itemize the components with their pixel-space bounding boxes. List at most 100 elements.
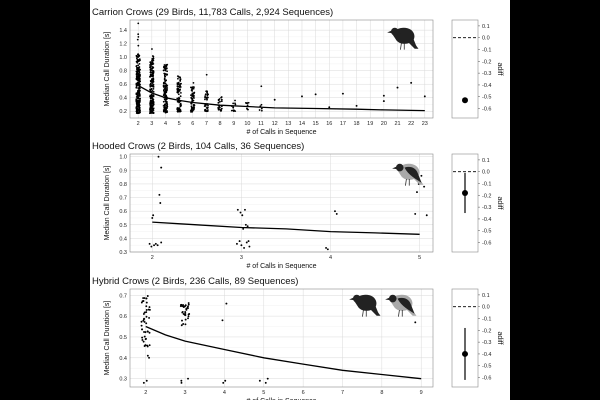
data-point	[135, 82, 138, 85]
data-point	[163, 82, 166, 85]
data-point	[193, 92, 195, 95]
data-point	[184, 305, 187, 307]
x-tick-label: 22	[408, 121, 414, 127]
data-point	[176, 107, 179, 110]
data-point	[137, 79, 140, 82]
y-tick-label: 0.5	[119, 335, 127, 341]
data-point	[164, 109, 167, 112]
data-point	[241, 214, 244, 217]
data-point	[146, 330, 149, 333]
data-point	[204, 98, 206, 101]
data-point	[141, 336, 144, 339]
data-point	[204, 95, 207, 97]
data-point	[151, 90, 154, 92]
data-point	[151, 66, 154, 69]
data-point	[138, 77, 141, 80]
adiff-tick-label: 0.1	[482, 24, 490, 30]
data-point	[260, 103, 263, 106]
adiff-tick-label: -0.2	[482, 193, 491, 199]
data-point	[157, 155, 160, 158]
data-point	[382, 100, 385, 103]
data-point	[220, 98, 223, 101]
carrion-crow-icon	[387, 27, 419, 50]
data-point	[206, 90, 208, 92]
data-point	[177, 83, 180, 86]
data-point	[138, 74, 141, 76]
data-point	[264, 381, 267, 384]
adiff-axis-label: adiff	[496, 62, 503, 75]
data-point	[179, 80, 182, 82]
data-point	[326, 248, 329, 251]
crow-wing	[399, 30, 417, 47]
data-point	[137, 33, 140, 36]
data-point	[180, 303, 183, 306]
data-point	[135, 110, 138, 113]
adiff-tick-label: 0.1	[482, 158, 490, 164]
x-tick-label: 5	[262, 390, 265, 396]
data-point	[416, 191, 418, 194]
data-point	[152, 79, 155, 82]
data-point	[178, 89, 181, 92]
data-point	[152, 71, 154, 73]
data-point	[191, 100, 194, 103]
adiff-tick-label: 0.1	[482, 293, 490, 299]
adiff-tick-label: 0.0	[482, 36, 490, 42]
data-point	[144, 338, 147, 341]
data-point	[151, 59, 153, 62]
data-point	[232, 109, 235, 112]
data-point	[151, 58, 154, 60]
adiff-frame	[451, 288, 479, 388]
data-point	[145, 309, 148, 311]
data-point	[138, 87, 141, 90]
data-point	[138, 110, 141, 113]
data-point	[189, 109, 192, 112]
data-point	[152, 214, 155, 217]
data-point	[137, 22, 140, 25]
data-point	[325, 246, 328, 249]
data-point	[238, 240, 241, 243]
data-point	[141, 328, 144, 331]
fit-curve	[145, 325, 422, 380]
y-tick-label: 0.7	[119, 196, 127, 202]
crow-legs	[400, 42, 405, 50]
x-tick-label: 9	[420, 390, 423, 396]
adiff-tick-label: -0.6	[482, 107, 491, 113]
x-tick-label: 15	[313, 121, 319, 127]
data-point	[148, 308, 151, 311]
data-point	[245, 241, 248, 244]
data-point	[159, 202, 162, 204]
y-tick-label: 0.7	[119, 293, 127, 299]
data-point	[410, 81, 413, 84]
data-point	[164, 69, 167, 72]
data-point	[165, 101, 168, 104]
adiff-axis-label: adiff	[496, 331, 503, 344]
y-tick-label: 0.9	[119, 168, 127, 174]
data-point	[176, 83, 179, 86]
data-point	[203, 105, 206, 108]
data-point	[146, 354, 149, 357]
data-point	[187, 302, 190, 304]
data-point	[156, 244, 159, 247]
data-point	[176, 91, 179, 94]
crow-legs	[398, 309, 403, 317]
data-point	[382, 94, 385, 97]
data-point	[165, 85, 168, 88]
data-point	[163, 92, 166, 95]
data-point	[177, 93, 180, 96]
x-tick-label: 19	[367, 121, 373, 127]
data-point	[135, 86, 138, 89]
x-tick-label: 18	[354, 121, 360, 127]
data-point	[217, 108, 220, 111]
data-point	[248, 245, 251, 248]
x-tick-label: 14	[299, 121, 305, 127]
data-point	[143, 311, 146, 314]
data-point	[232, 106, 235, 109]
data-point	[205, 73, 208, 76]
data-point	[222, 381, 225, 384]
adiff-tick-label: -0.4	[482, 83, 491, 89]
data-point	[178, 108, 181, 111]
x-tick-label: 12	[272, 121, 278, 127]
data-point	[154, 242, 157, 245]
data-point	[239, 211, 242, 214]
data-point	[206, 96, 209, 99]
